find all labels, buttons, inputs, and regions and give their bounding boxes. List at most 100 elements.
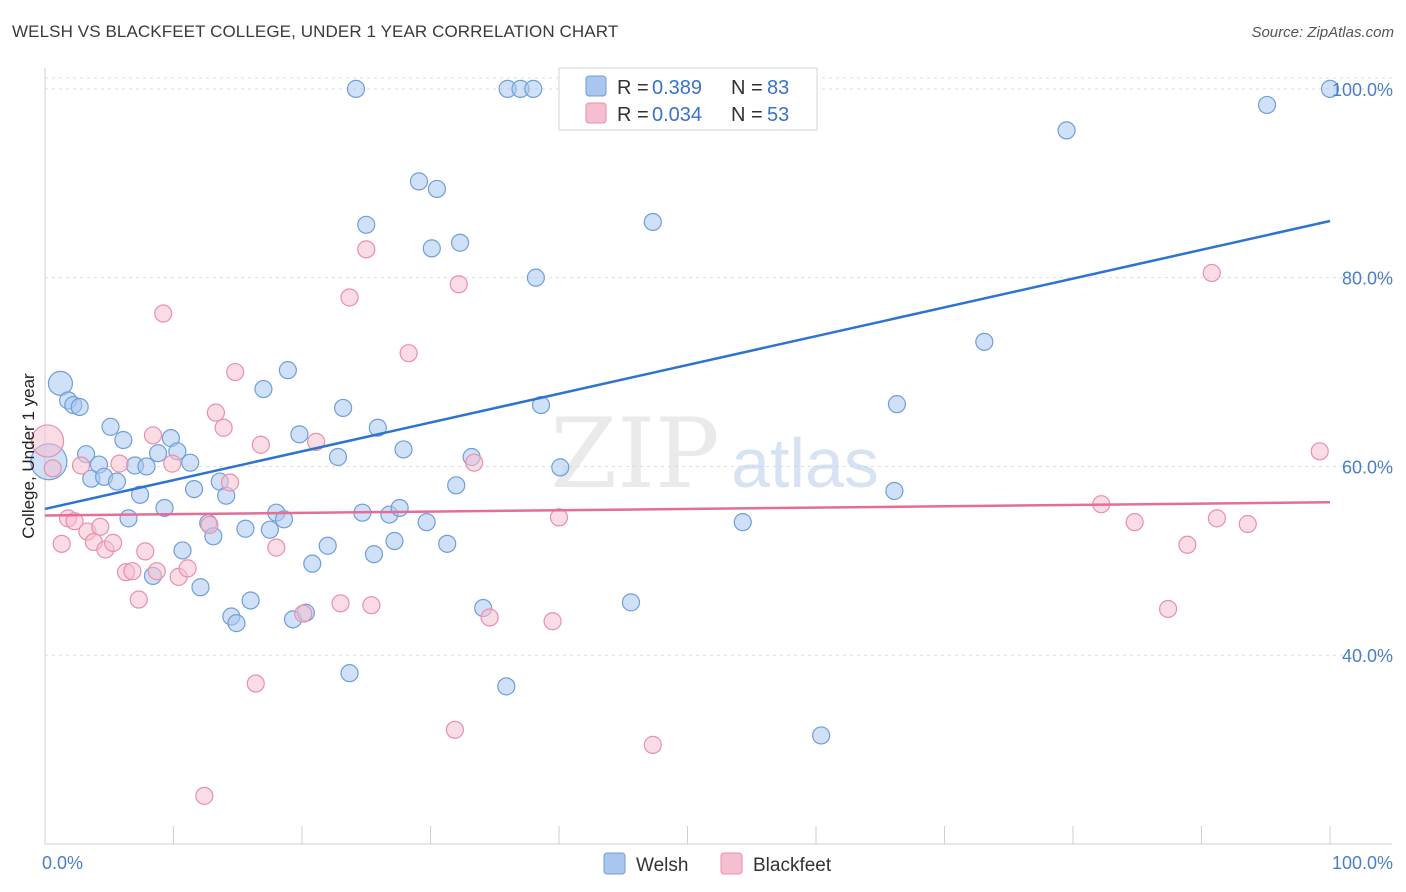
welsh-point-12 [119, 509, 138, 528]
welsh-point-41 [303, 554, 322, 573]
blackfeet-point-41 [480, 608, 499, 627]
grid-lines [45, 77, 1392, 656]
welsh-point-18 [155, 498, 174, 518]
watermark-atlas: atlas [731, 424, 879, 502]
blackfeet-point-18 [154, 304, 173, 323]
legend-n-label-welsh: N = [731, 77, 763, 99]
chart-title: WELSH VS BLACKFEET COLLEGE, UNDER 1 YEAR… [12, 22, 619, 41]
welsh-point-21 [173, 541, 192, 560]
welsh-point-55 [409, 172, 429, 191]
welsh-point-50 [368, 418, 387, 437]
blackfeet-point-39 [449, 275, 468, 294]
blackfeet-point-34 [340, 288, 359, 307]
welsh-point-53 [390, 498, 409, 518]
welsh-point-46 [346, 79, 366, 98]
bottom-legend-swatch-welsh [603, 852, 626, 875]
welsh-point-37 [278, 361, 297, 380]
welsh-point-61 [450, 233, 470, 252]
welsh-point-36 [274, 510, 294, 529]
blackfeet-point-1 [43, 459, 62, 478]
blackfeet-point-16 [143, 426, 163, 445]
welsh-point-31 [236, 519, 255, 538]
blackfeet-point-29 [251, 435, 270, 454]
blackfeet-trend-line [44, 501, 1331, 517]
legend-r-value-blackfeet: 0.034 [652, 104, 702, 126]
blackfeet-point-13 [123, 562, 142, 581]
legend-n-label-blackfeet: N = [731, 104, 763, 126]
welsh-point-75 [812, 726, 831, 745]
legend-r-value-welsh: 0.389 [652, 77, 702, 99]
y-axis-label: College, Under 1 year [19, 373, 38, 539]
y-tick-label-40: 40.0% [1342, 646, 1393, 666]
welsh-point-14 [130, 485, 150, 504]
blackfeet-point-37 [399, 344, 418, 363]
welsh-point-56 [417, 513, 436, 532]
blackfeet-point-25 [214, 418, 233, 437]
welsh-point-54 [394, 440, 413, 459]
tick-labels: 40.0% 60.0% 80.0% 100.0% 0.0% 100.0% [42, 80, 1393, 873]
blackfeet-point-8 [91, 517, 110, 536]
blackfeet-point-46 [1125, 513, 1144, 532]
welsh-point-52 [385, 531, 404, 551]
welsh-point-1 [47, 370, 74, 396]
y-tick-label-100: 100.0% [1332, 80, 1393, 100]
welsh-point-22 [181, 453, 200, 472]
welsh-point-15 [137, 457, 156, 476]
series-legend: Welsh Blackfeet [603, 852, 832, 876]
blackfeet-point-38 [445, 720, 465, 739]
blackfeet-point-24 [206, 403, 226, 422]
welsh-point-58 [427, 179, 447, 199]
y-tick-label-60: 60.0% [1342, 457, 1393, 477]
blackfeet-point-44 [643, 735, 662, 754]
legend-r-label-blackfeet: R = [617, 104, 649, 126]
welsh-point-74 [733, 513, 752, 532]
welsh-point-72 [621, 593, 641, 612]
blackfeet-point-36 [362, 596, 381, 615]
welsh-point-68 [526, 268, 545, 287]
blackfeet-point-26 [220, 473, 240, 492]
blackfeet-point-42 [543, 612, 562, 631]
blackfeet-point-14 [129, 590, 148, 609]
welsh-point-79 [1057, 121, 1076, 140]
trend-lines [44, 219, 1331, 517]
source-label: Source: ZipAtlas.com [1251, 24, 1394, 41]
legend-swatch-welsh [585, 75, 607, 97]
legend-swatch-blackfeet [585, 102, 607, 124]
blackfeet-point-2 [52, 534, 71, 553]
blackfeet-point-15 [136, 542, 155, 561]
y-tick-label-80: 80.0% [1342, 269, 1393, 289]
welsh-point-33 [254, 379, 273, 399]
blackfeet-point-22 [195, 786, 214, 805]
legend-n-value-welsh: 83 [767, 77, 789, 99]
welsh-trend-line [44, 219, 1331, 511]
welsh-point-42 [318, 536, 337, 555]
welsh-point-48 [357, 215, 376, 234]
welsh-point-17 [148, 444, 168, 463]
blackfeet-point-23 [200, 515, 219, 535]
welsh-point-57 [422, 239, 441, 258]
x-tick-label-min: 0.0% [42, 853, 83, 873]
welsh-point-73 [643, 212, 662, 232]
blackfeet-point-17 [147, 562, 166, 581]
welsh-point-81 [1320, 79, 1340, 98]
blackfeet-point-52 [1310, 442, 1329, 461]
welsh-point-4 [70, 397, 89, 417]
blackfeet-point-27 [226, 362, 245, 382]
blackfeet-point-49 [1202, 263, 1221, 283]
watermark: ZIP atlas [550, 398, 879, 510]
blackfeet-point-21 [178, 559, 197, 578]
welsh-point-49 [364, 545, 384, 564]
bottom-legend-welsh: Welsh [636, 855, 688, 876]
blackfeet-point-40 [465, 453, 484, 472]
bottom-legend-blackfeet: Blackfeet [753, 855, 832, 876]
blackfeet-point-48 [1178, 535, 1197, 554]
blackfeet-point-0 [30, 424, 65, 458]
welsh-point-45 [340, 664, 359, 683]
blackfeet-point-31 [294, 604, 313, 623]
stats-legend: R = 0.389 N = 83 R = 0.034 N = 53 [558, 67, 818, 131]
blackfeet-points [30, 240, 1329, 805]
blackfeet-point-11 [110, 454, 129, 473]
welsh-point-78 [975, 332, 994, 351]
welsh-point-30 [227, 614, 246, 633]
legend-r-label-welsh: R = [617, 77, 649, 99]
